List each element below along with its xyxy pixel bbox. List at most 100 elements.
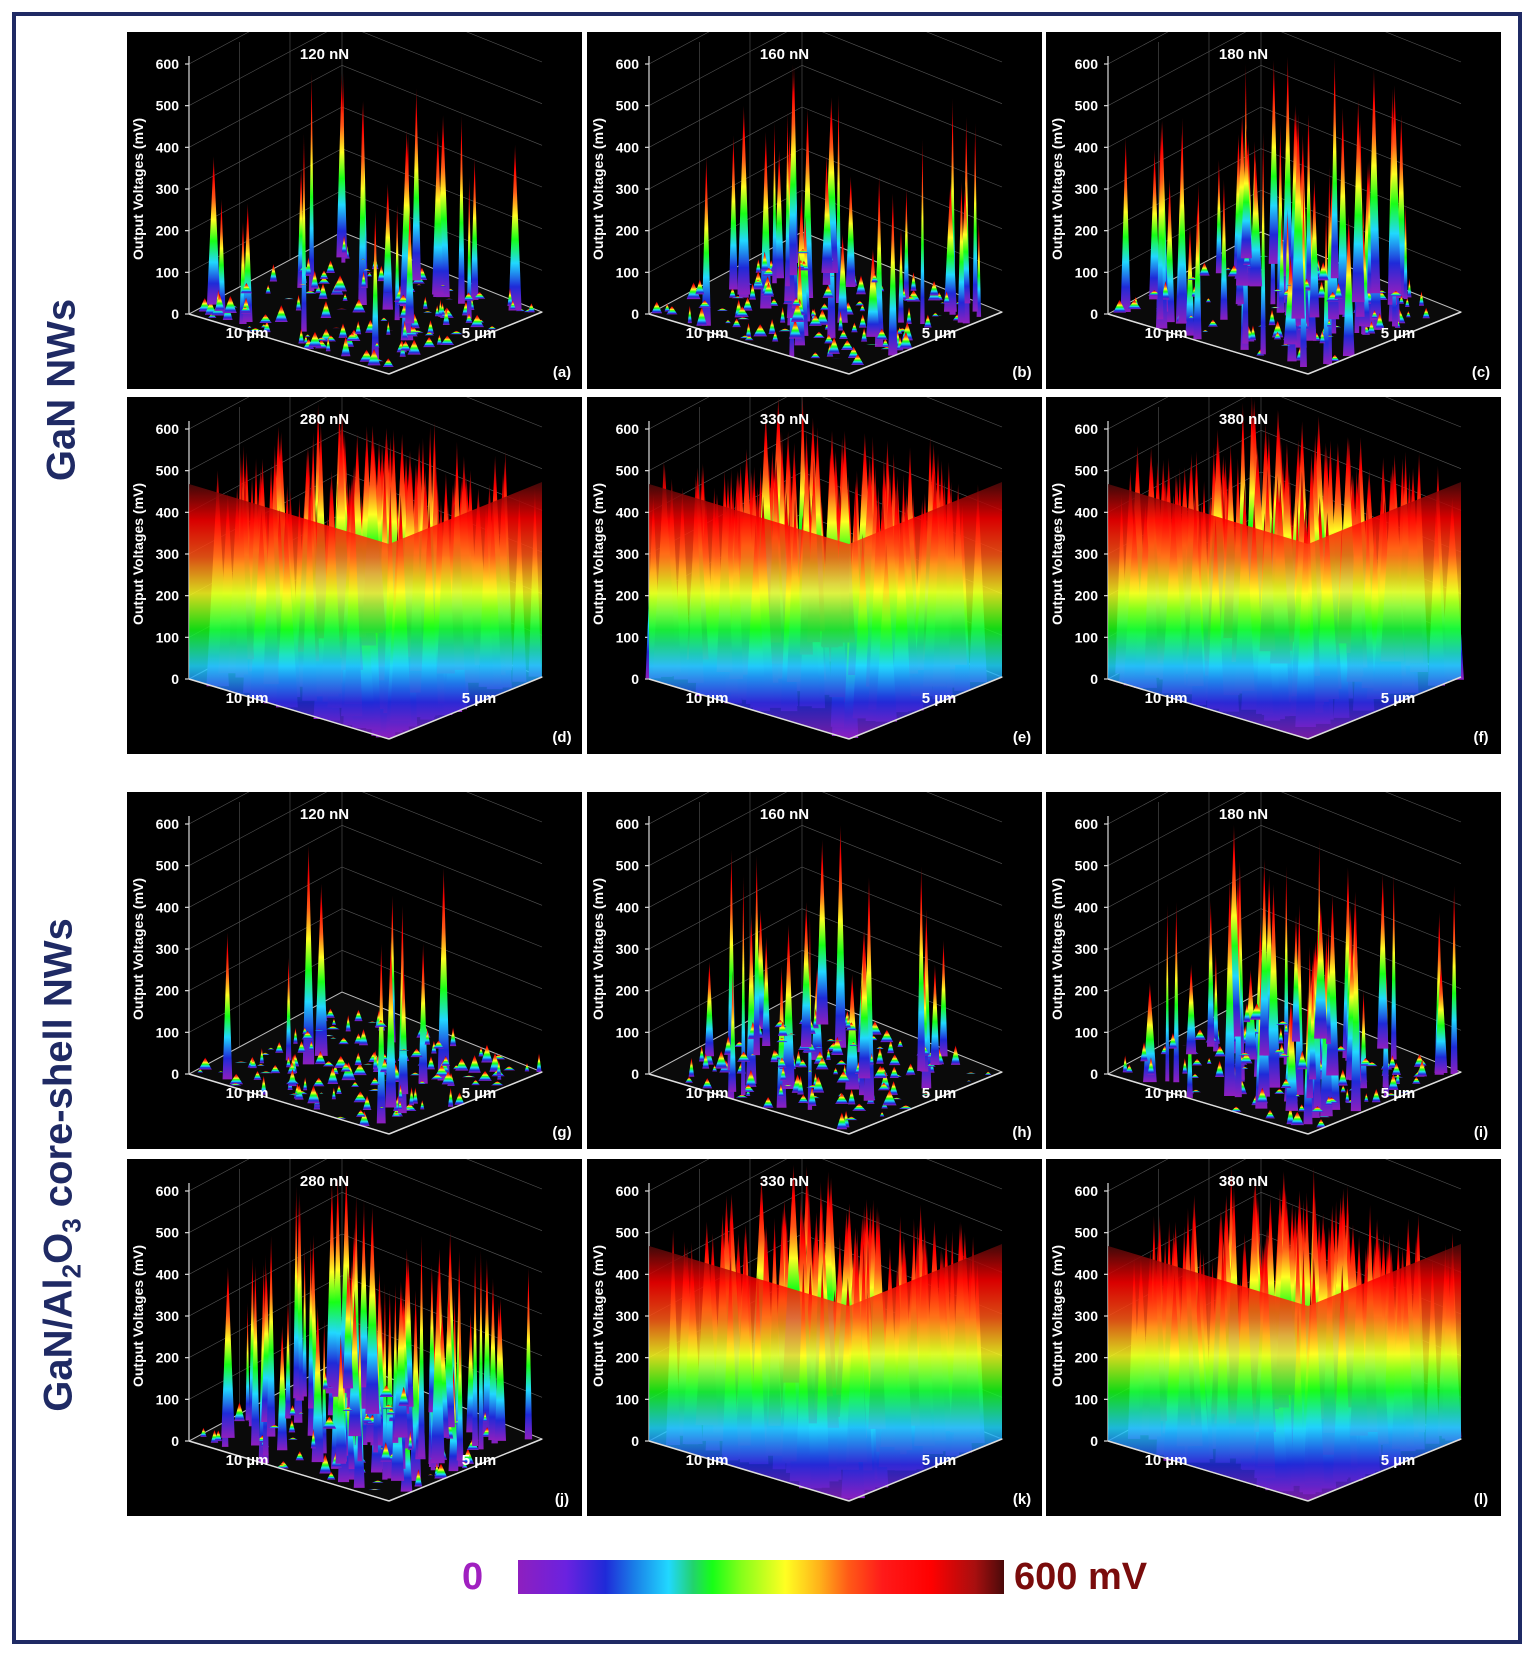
spike bbox=[790, 302, 805, 322]
spike bbox=[341, 336, 351, 357]
spike bbox=[336, 1084, 342, 1095]
chart-panel: 0 100 200 300 400 500 600 Output Voltages (mV) 1… bbox=[1046, 792, 1501, 1149]
spike bbox=[331, 1087, 336, 1100]
z-tick-label: 500 bbox=[1075, 1225, 1099, 1241]
spike bbox=[221, 1266, 235, 1438]
spike bbox=[442, 308, 450, 326]
spike bbox=[1326, 292, 1340, 302]
spike bbox=[749, 283, 756, 300]
spike bbox=[715, 1050, 728, 1069]
spike bbox=[431, 1040, 437, 1054]
surface-front-left bbox=[649, 484, 849, 739]
spike bbox=[808, 1086, 817, 1107]
spike bbox=[1244, 969, 1257, 1060]
spike bbox=[420, 1099, 425, 1110]
z-tick-label: 300 bbox=[156, 181, 180, 197]
z-tick-label: 500 bbox=[1075, 858, 1099, 874]
spike bbox=[422, 296, 428, 309]
spike bbox=[382, 358, 394, 367]
floor-edges bbox=[188, 1438, 543, 1502]
surface-plot: 0 100 200 300 400 500 600 Output Voltages (mV) 1… bbox=[130, 32, 571, 381]
spike bbox=[374, 342, 380, 348]
spike bbox=[791, 297, 801, 306]
z-tick-label: 300 bbox=[616, 181, 640, 197]
spike bbox=[371, 210, 379, 359]
chart-panel: 0 100 200 300 400 500 600 Output Voltages (mV) 3… bbox=[1046, 1159, 1501, 1516]
spike bbox=[308, 331, 322, 348]
surface-plot: 0 100 200 300 400 500 600 Output Voltages (mV) 1… bbox=[590, 792, 1032, 1141]
spike bbox=[1317, 261, 1329, 281]
chart-panel: 0 100 200 300 400 500 600 Output Voltages (mV) 3… bbox=[1046, 397, 1501, 754]
spike bbox=[1182, 1057, 1188, 1074]
spike bbox=[302, 844, 315, 1065]
z-tick-label: 500 bbox=[156, 98, 180, 114]
spike bbox=[524, 1267, 533, 1440]
spike bbox=[835, 94, 842, 304]
spike bbox=[1205, 297, 1211, 303]
spike bbox=[483, 1411, 488, 1423]
spike bbox=[465, 313, 473, 323]
spike bbox=[1273, 1048, 1283, 1054]
spike bbox=[302, 1246, 307, 1397]
spike bbox=[379, 1106, 385, 1109]
spike bbox=[1291, 914, 1301, 1042]
spike bbox=[326, 1471, 336, 1480]
spike bbox=[334, 1055, 348, 1068]
spike bbox=[315, 284, 322, 294]
spike bbox=[1224, 878, 1236, 1097]
panel-title: 160 nN bbox=[760, 46, 809, 63]
spike bbox=[1390, 873, 1397, 1060]
spike bbox=[266, 1235, 276, 1437]
spike bbox=[1367, 69, 1381, 294]
z-tick-label: 0 bbox=[171, 1433, 179, 1449]
z-tick-label: 0 bbox=[1090, 1433, 1098, 1449]
z-tick-label: 300 bbox=[616, 1308, 640, 1324]
spike bbox=[762, 267, 776, 276]
spike bbox=[331, 1018, 336, 1025]
spike bbox=[438, 299, 443, 317]
z-tick-label: 100 bbox=[616, 1024, 640, 1040]
z-axis bbox=[185, 1183, 190, 1442]
spike bbox=[455, 1058, 469, 1071]
chart-panel: 0 100 200 300 400 500 600 Output Voltages (mV) 3… bbox=[587, 397, 1042, 754]
spike bbox=[362, 1063, 374, 1065]
spike bbox=[1330, 354, 1340, 362]
spike bbox=[197, 1068, 204, 1073]
spike bbox=[735, 1094, 748, 1098]
spike bbox=[880, 1029, 894, 1043]
spike bbox=[441, 1056, 451, 1066]
spike bbox=[1335, 1045, 1347, 1052]
surface-plot: 0 100 200 300 400 500 600 Output Voltages (mV) 1… bbox=[1049, 32, 1490, 381]
spike bbox=[666, 305, 678, 315]
spike bbox=[234, 1061, 248, 1063]
z-axis bbox=[1104, 421, 1109, 680]
z-tick-label: 600 bbox=[616, 421, 640, 437]
spike bbox=[1268, 309, 1276, 326]
z-tick-label: 300 bbox=[616, 941, 640, 957]
spike bbox=[434, 304, 440, 317]
spike bbox=[888, 1054, 901, 1066]
y-axis-label: 5 µm bbox=[462, 1452, 497, 1469]
spike bbox=[1165, 903, 1170, 1082]
spike bbox=[293, 1027, 298, 1044]
spike bbox=[461, 1448, 474, 1464]
spike bbox=[229, 1073, 244, 1085]
spike bbox=[358, 1110, 370, 1126]
y-axis-label: 5 µm bbox=[1381, 1085, 1416, 1102]
spike bbox=[325, 337, 331, 352]
spike bbox=[360, 271, 367, 288]
z-tick-label: 600 bbox=[1075, 816, 1099, 832]
surface-plot: 0 100 200 300 400 500 600 Output Voltages (mV) 2… bbox=[130, 1159, 569, 1508]
spike bbox=[950, 1045, 961, 1065]
z-tick-label: 400 bbox=[1075, 899, 1099, 915]
z-tick-label: 200 bbox=[616, 1350, 640, 1366]
spike bbox=[876, 1047, 884, 1064]
spike bbox=[696, 306, 708, 326]
spike bbox=[1259, 858, 1270, 1056]
spike bbox=[286, 1056, 291, 1068]
spike bbox=[797, 1075, 804, 1095]
spike bbox=[1405, 297, 1410, 308]
spike bbox=[729, 287, 736, 298]
z-tick-label: 200 bbox=[156, 1350, 180, 1366]
spike bbox=[1280, 344, 1291, 346]
